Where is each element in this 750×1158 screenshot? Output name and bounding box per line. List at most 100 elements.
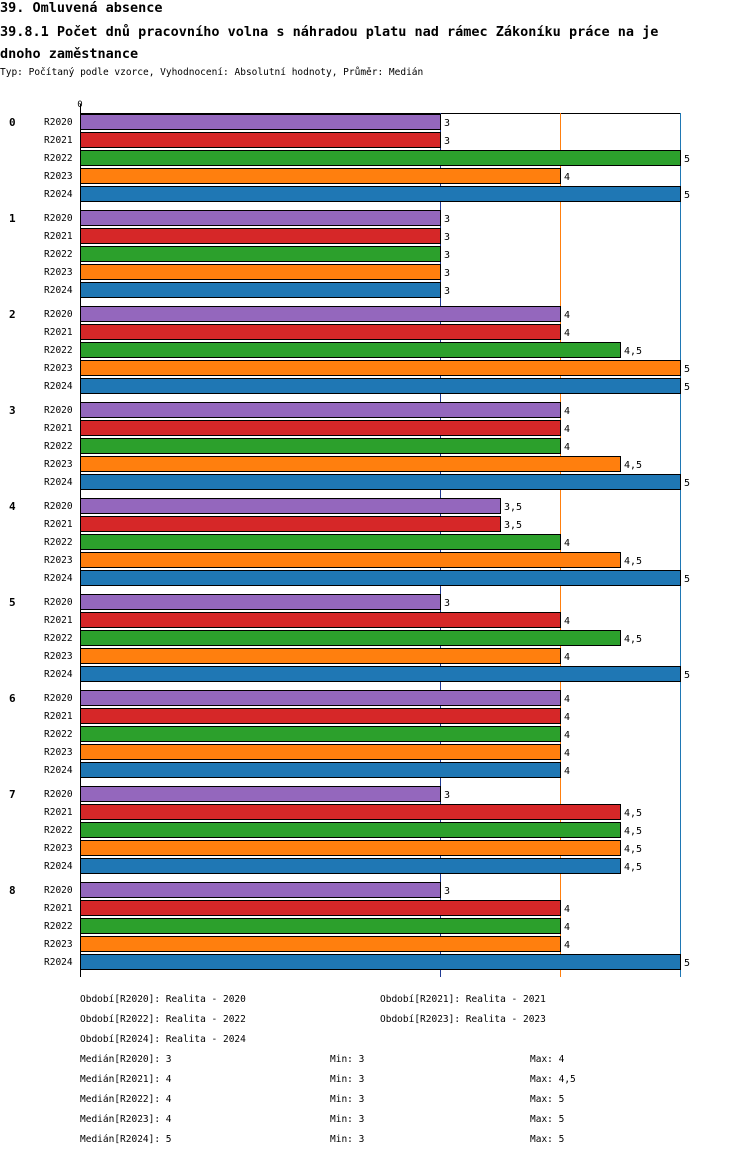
stat-median-r2023: Medián[R2023]: 4: [80, 1114, 172, 1125]
bar-category-label-g5-r2022: R2022: [44, 633, 73, 644]
bar-g8-r2024: [80, 954, 681, 970]
bar-category-label-g5-r2021: R2021: [44, 615, 73, 626]
section-title: 39. Omluvená absence: [0, 0, 163, 16]
bar-category-label-g6-r2021: R2021: [44, 711, 73, 722]
bar-category-label-g4-r2020: R2020: [44, 501, 73, 512]
bar-g2-r2023: [80, 360, 681, 376]
bar-g4-r2024: [80, 570, 681, 586]
bar-category-label-g8-r2022: R2022: [44, 921, 73, 932]
bar-g0-r2020: [80, 114, 441, 130]
bar-category-label-g2-r2022: R2022: [44, 345, 73, 356]
bar-value-label-g2-r2022: 4,5: [624, 346, 642, 357]
stat-max-r2021: Max: 4,5: [530, 1074, 576, 1085]
bar-category-label-g1-r2022: R2022: [44, 249, 73, 260]
bar-value-label-g8-r2021: 4: [564, 904, 570, 915]
bar-value-label-g3-r2022: 4: [564, 442, 570, 453]
stat-max-r2020: Max: 4: [530, 1054, 565, 1065]
bar-value-label-g7-r2023: 4,5: [624, 844, 642, 855]
bar-g6-r2022: [80, 726, 561, 742]
bar-category-label-g3-r2024: R2024: [44, 477, 73, 488]
bar-category-label-g1-r2023: R2023: [44, 267, 73, 278]
bar-category-label-g7-r2021: R2021: [44, 807, 73, 818]
bar-value-label-g0-r2020: 3: [444, 118, 450, 129]
bar-g2-r2022: [80, 342, 621, 358]
bar-value-label-g5-r2022: 4,5: [624, 634, 642, 645]
bar-g1-r2024: [80, 282, 441, 298]
bar-category-label-g2-r2020: R2020: [44, 309, 73, 320]
bar-value-label-g6-r2024: 4: [564, 766, 570, 777]
bar-value-label-g3-r2021: 4: [564, 424, 570, 435]
bar-g0-r2021: [80, 132, 441, 148]
bar-value-label-g0-r2023: 4: [564, 172, 570, 183]
bar-category-label-g0-r2022: R2022: [44, 153, 73, 164]
stat-min-r2023: Min: 3: [330, 1114, 365, 1125]
chart-title-line-2: dnoho zaměstnance: [0, 46, 139, 62]
bar-g7-r2022: [80, 822, 621, 838]
bar-value-label-g3-r2020: 4: [564, 406, 570, 417]
stat-median-r2020: Medián[R2020]: 3: [80, 1054, 172, 1065]
group-label-3: 3: [9, 404, 16, 417]
bar-category-label-g0-r2020: R2020: [44, 117, 73, 128]
bar-value-label-g6-r2021: 4: [564, 712, 570, 723]
bar-category-label-g6-r2022: R2022: [44, 729, 73, 740]
bar-g5-r2023: [80, 648, 561, 664]
bar-value-label-g6-r2020: 4: [564, 694, 570, 705]
bar-category-label-g0-r2023: R2023: [44, 171, 73, 182]
chart-subtitle: Typ: Počítaný podle vzorce, Vyhodnocení:…: [0, 67, 424, 78]
bar-category-label-g1-r2024: R2024: [44, 285, 73, 296]
bar-g6-r2023: [80, 744, 561, 760]
bar-g7-r2023: [80, 840, 621, 856]
bar-value-label-g4-r2024: 5: [684, 574, 690, 585]
stat-min-r2024: Min: 3: [330, 1134, 365, 1145]
stat-max-r2024: Max: 5: [530, 1134, 565, 1145]
chart-title-line-1: 39.8.1 Počet dnů pracovního volna s náhr…: [0, 24, 659, 40]
bar-value-label-g8-r2024: 5: [684, 958, 690, 969]
bar-value-label-g1-r2020: 3: [444, 214, 450, 225]
bar-category-label-g2-r2024: R2024: [44, 381, 73, 392]
bar-g4-r2021: [80, 516, 501, 532]
bar-value-label-g4-r2021: 3,5: [504, 520, 522, 531]
bar-g5-r2022: [80, 630, 621, 646]
bar-value-label-g5-r2020: 3: [444, 598, 450, 609]
legend-period-r2024: Období[R2024]: Realita - 2024: [80, 1034, 246, 1045]
bar-g0-r2024: [80, 186, 681, 202]
bar-value-label-g7-r2024: 4,5: [624, 862, 642, 873]
legend-period-r2023: Období[R2023]: Realita - 2023: [380, 1014, 546, 1025]
bar-value-label-g4-r2020: 3,5: [504, 502, 522, 513]
bar-category-label-g6-r2020: R2020: [44, 693, 73, 704]
bar-value-label-g8-r2020: 3: [444, 886, 450, 897]
bar-g4-r2023: [80, 552, 621, 568]
bar-category-label-g1-r2021: R2021: [44, 231, 73, 242]
bar-value-label-g1-r2024: 3: [444, 286, 450, 297]
bar-g3-r2021: [80, 420, 561, 436]
bar-value-label-g5-r2024: 5: [684, 670, 690, 681]
bar-category-label-g8-r2021: R2021: [44, 903, 73, 914]
bar-category-label-g6-r2024: R2024: [44, 765, 73, 776]
bar-g8-r2021: [80, 900, 561, 916]
bar-value-label-g7-r2020: 3: [444, 790, 450, 801]
bar-value-label-g2-r2020: 4: [564, 310, 570, 321]
bar-g0-r2023: [80, 168, 561, 184]
bar-g6-r2021: [80, 708, 561, 724]
bar-chart: 0 0 R2020 3 R2021 3 R2022 5 R2023 4 R2024 5 1 R2020 3 R…: [9, 100, 690, 977]
chart-title: 39.8.1 Počet dnů pracovního volna s náhr…: [0, 21, 750, 65]
bar-category-label-g8-r2024: R2024: [44, 957, 73, 968]
group-label-8: 8: [9, 884, 16, 897]
bar-value-label-g8-r2022: 4: [564, 922, 570, 933]
bar-category-label-g7-r2022: R2022: [44, 825, 73, 836]
bar-value-label-g4-r2022: 4: [564, 538, 570, 549]
bar-category-label-g7-r2020: R2020: [44, 789, 73, 800]
group-label-7: 7: [9, 788, 16, 801]
bar-value-label-g5-r2021: 4: [564, 616, 570, 627]
stat-median-r2021: Medián[R2021]: 4: [80, 1074, 172, 1085]
bar-g4-r2022: [80, 534, 561, 550]
bar-category-label-g8-r2020: R2020: [44, 885, 73, 896]
bar-value-label-g7-r2021: 4,5: [624, 808, 642, 819]
legend-period-r2020: Období[R2020]: Realita - 2020: [80, 994, 246, 1005]
bar-g4-r2020: [80, 498, 501, 514]
bar-g7-r2024: [80, 858, 621, 874]
bar-value-label-g1-r2022: 3: [444, 250, 450, 261]
bar-category-label-g5-r2023: R2023: [44, 651, 73, 662]
bar-category-label-g4-r2024: R2024: [44, 573, 73, 584]
stat-median-r2024: Medián[R2024]: 5: [80, 1134, 172, 1145]
